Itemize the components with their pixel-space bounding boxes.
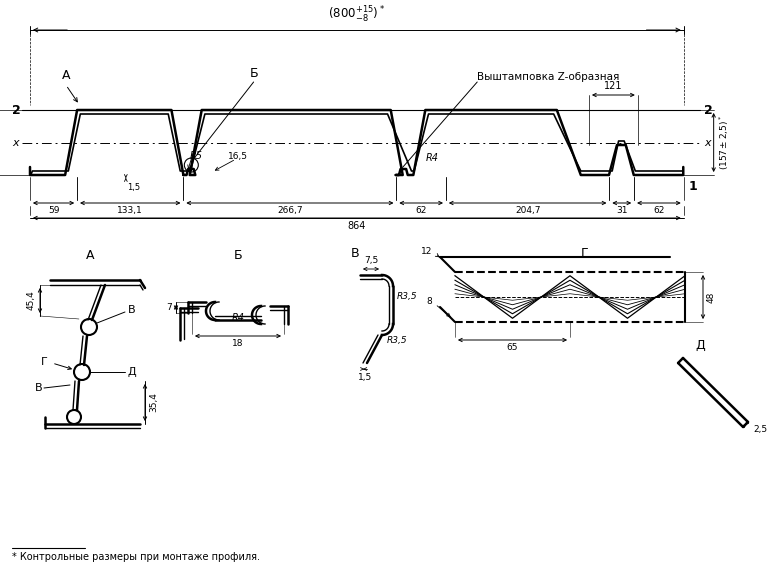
Text: 2: 2: [704, 104, 712, 116]
Text: 18: 18: [232, 339, 244, 348]
Text: 65: 65: [507, 343, 519, 352]
Text: Д: Д: [695, 339, 705, 352]
Text: В: В: [351, 247, 359, 260]
Text: Г: Г: [581, 247, 589, 260]
Text: 8: 8: [426, 298, 432, 307]
Text: 266,7: 266,7: [277, 206, 303, 215]
Text: 7: 7: [166, 303, 172, 312]
Text: 1: 1: [689, 180, 697, 193]
Text: x: x: [704, 138, 711, 148]
Text: R3,5: R3,5: [387, 336, 408, 344]
Text: 2: 2: [12, 104, 20, 116]
Text: Выштамповка Z-образная: Выштамповка Z-образная: [478, 72, 620, 82]
Text: Д: Д: [128, 367, 137, 377]
Text: R3,5: R3,5: [397, 291, 418, 300]
Text: Б: Б: [234, 249, 242, 262]
Text: $(800^{+15}_{-8})^*$: $(800^{+15}_{-8})^*$: [328, 5, 385, 25]
Text: 1,5: 1,5: [127, 183, 140, 192]
Text: А: А: [62, 69, 70, 82]
Text: 62: 62: [653, 206, 665, 215]
Text: 133,1: 133,1: [118, 206, 143, 215]
Text: R4: R4: [231, 313, 245, 323]
Text: Б: Б: [249, 67, 258, 80]
Text: 204,7: 204,7: [515, 206, 540, 215]
Text: * Контрольные размеры при монтаже профиля.: * Контрольные размеры при монтаже профил…: [12, 552, 260, 562]
Text: 7,5: 7,5: [364, 256, 378, 265]
Text: x: x: [12, 138, 19, 148]
Text: 121: 121: [604, 81, 622, 91]
Text: 864: 864: [348, 221, 366, 231]
Text: R5: R5: [190, 151, 203, 161]
Text: R4: R4: [425, 153, 438, 163]
Text: 45,4: 45,4: [27, 291, 36, 311]
Text: 48: 48: [707, 291, 716, 303]
Text: 1,5: 1,5: [358, 373, 372, 382]
Text: В: В: [34, 383, 42, 393]
Text: 2,5: 2,5: [754, 425, 768, 434]
Text: 62: 62: [416, 206, 426, 215]
Text: А: А: [86, 249, 94, 262]
Text: 35,4: 35,4: [149, 393, 158, 413]
Text: 16,5: 16,5: [228, 153, 248, 161]
Text: 31: 31: [616, 206, 628, 215]
Text: 59: 59: [48, 206, 60, 215]
Text: $(157\pm2{,}5)^*$: $(157\pm2{,}5)^*$: [717, 115, 731, 170]
Text: В: В: [128, 305, 135, 315]
Text: 12: 12: [420, 247, 432, 256]
Text: Г: Г: [41, 357, 48, 367]
